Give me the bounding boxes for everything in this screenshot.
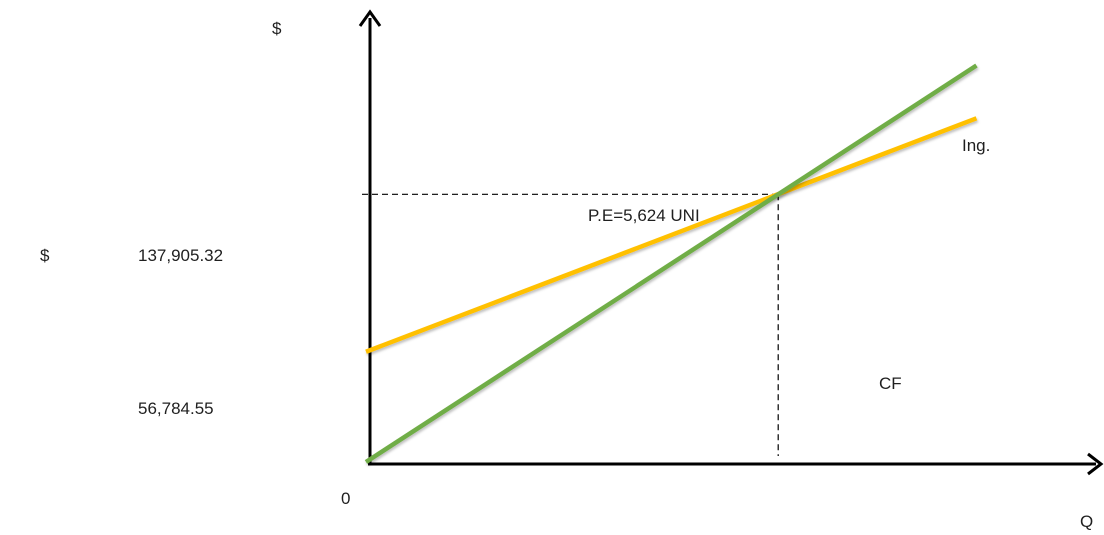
series-label-ing: Ing.: [962, 136, 991, 155]
y-tick-label-break-even-value: 137,905.32: [138, 246, 224, 265]
series-line-total-cost: [365, 116, 978, 354]
origin-label: 0: [341, 489, 351, 508]
y-axis-arrow: [358, 9, 382, 27]
y-tick-label-fixed-cost: 56,784.55: [138, 399, 214, 418]
series-lines: [364, 63, 978, 464]
currency-symbol: $: [40, 246, 50, 265]
axes: [358, 9, 1104, 476]
x-axis-arrow: [1087, 452, 1104, 476]
series-label-cf: CF: [879, 374, 902, 393]
series-line-ing: [364, 63, 978, 464]
break-even-guides: [362, 193, 779, 456]
break-even-label: P.E=5,624 UNI: [588, 206, 700, 225]
y-axis-label: $: [272, 19, 282, 38]
x-axis-label: Q: [1080, 512, 1094, 531]
